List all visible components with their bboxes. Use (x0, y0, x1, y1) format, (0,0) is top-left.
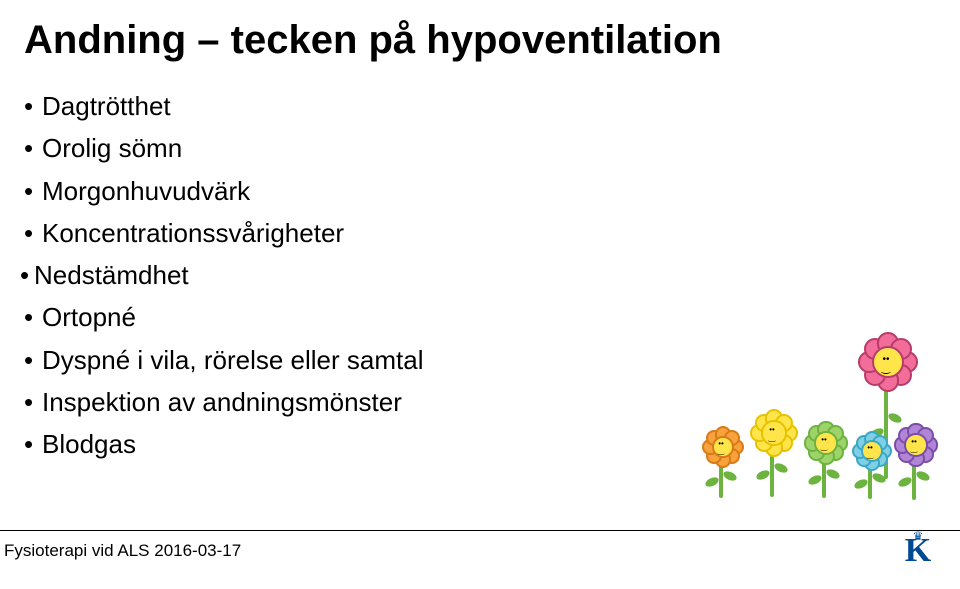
bullet-item: • Inspektion av andningsmönster (24, 382, 423, 422)
bullet-item: • Ortopné (24, 297, 423, 337)
bullet-dot-icon: • (24, 424, 42, 464)
flower-icon: ••‿ (850, 429, 890, 469)
bullet-dot-icon: • (20, 255, 34, 295)
bullet-text: Dagtrötthet (42, 91, 171, 121)
bullet-dot-icon: • (24, 86, 42, 126)
flower-icon: ••‿ (802, 419, 846, 463)
bullet-dot-icon: • (24, 297, 42, 337)
flower-icon: ••‿ (700, 424, 742, 466)
flower-icon: ••‿ (748, 407, 796, 455)
bullet-dot-icon: • (24, 382, 42, 422)
footer-text: Fysioterapi vid ALS 2016-03-17 (4, 541, 241, 561)
bullet-item: • Dyspné i vila, rörelse eller samtal (24, 340, 423, 380)
bullet-text: Ortopné (42, 302, 136, 332)
k-logo: ♛ K (898, 531, 938, 571)
bullet-list: • Dagtrötthet• Orolig sömn• Morgonhuvudv… (24, 86, 423, 467)
slide-title: Andning – tecken på hypoventilation (24, 18, 722, 63)
bullet-text: Blodgas (42, 429, 136, 459)
bullet-text: Orolig sömn (42, 133, 182, 163)
flower-icon: ••‿ (855, 329, 917, 391)
bullet-item: • Blodgas (24, 424, 423, 464)
bullet-text: Inspektion av andningsmönster (42, 387, 402, 417)
bullet-item: • Koncentrationssvårigheter (24, 213, 423, 253)
flowers-illustration: ••‿••‿••‿••‿••‿••‿ (700, 329, 930, 509)
bullet-item: •Nedstämdhet (20, 255, 423, 295)
bullet-dot-icon: • (24, 213, 42, 253)
bullet-dot-icon: • (24, 340, 42, 380)
slide: Andning – tecken på hypoventilation • Da… (0, 0, 960, 589)
bullet-item: • Dagtrötthet (24, 86, 423, 126)
bullet-text: Nedstämdhet (34, 260, 189, 290)
bullet-dot-icon: • (24, 171, 42, 211)
bullet-text: Morgonhuvudvärk (42, 176, 250, 206)
bullet-item: • Morgonhuvudvärk (24, 171, 423, 211)
bullet-item: • Orolig sömn (24, 128, 423, 168)
bullet-text: Koncentrationssvårigheter (42, 218, 344, 248)
bullet-text: Dyspné i vila, rörelse eller samtal (42, 345, 423, 375)
crown-icon: ♛ (913, 529, 924, 543)
footer-divider (0, 530, 960, 531)
flower-icon: ••‿ (892, 421, 936, 465)
bullet-dot-icon: • (24, 128, 42, 168)
